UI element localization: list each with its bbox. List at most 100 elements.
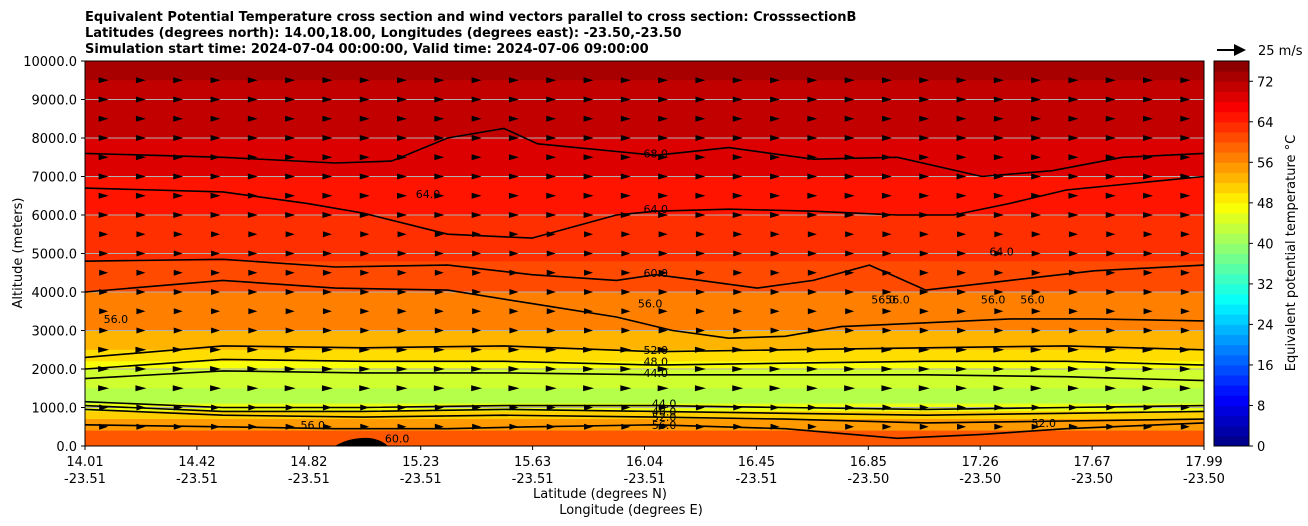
- wind-vector: [994, 231, 1004, 238]
- wind-vector: [1031, 77, 1042, 84]
- wind-vector: [620, 212, 631, 218]
- wind-vector: [248, 269, 258, 276]
- wind-vector: [1180, 96, 1191, 103]
- wind-vector: [807, 308, 817, 315]
- contour-label: 48.0: [643, 355, 668, 368]
- wind-vector: [770, 308, 780, 315]
- wind-vector: [210, 77, 221, 84]
- wind-vector: [993, 346, 1005, 353]
- wind-vector: [919, 135, 930, 141]
- wind-vector: [471, 77, 482, 84]
- wind-vector: [546, 115, 557, 122]
- wind-vector: [620, 135, 631, 141]
- wind-vector: [1068, 289, 1078, 295]
- wind-vector: [285, 192, 296, 199]
- wind-vector: [397, 77, 408, 84]
- colorbar-segment: [1214, 334, 1249, 346]
- wind-vector: [98, 115, 109, 122]
- wind-vector: [508, 385, 520, 392]
- wind-vector: [508, 346, 520, 353]
- wind-vector: [173, 250, 183, 257]
- wind-vector: [1143, 77, 1154, 84]
- wind-vector: [211, 327, 221, 334]
- wind-vector: [471, 192, 482, 199]
- colorbar-segment: [1214, 344, 1249, 356]
- wind-vector: [545, 385, 557, 392]
- x-tick-label-lon: -23.51: [64, 472, 106, 487]
- wind-vector: [1031, 135, 1042, 141]
- wind-vector: [1180, 115, 1191, 122]
- wind-vector: [135, 154, 146, 161]
- x-axis-label-longitude: Longitude (degrees E): [559, 503, 703, 518]
- chart-title-line-1: Equivalent Potential Temperature cross s…: [85, 10, 856, 25]
- contour-line-56.0: [85, 422, 1204, 440]
- wind-vector: [508, 366, 520, 372]
- wind-vector: [695, 212, 706, 218]
- wind-vector: [173, 231, 183, 238]
- wind-vector: [98, 346, 110, 353]
- wind-vector: [546, 250, 556, 257]
- wind-vector: [1180, 269, 1190, 276]
- wind-vector: [248, 231, 258, 238]
- wind-vector: [583, 96, 594, 103]
- wind-vector: [732, 135, 743, 141]
- contour-line-44.0: [85, 370, 1204, 382]
- wind-vector: [919, 308, 929, 315]
- wind-vector: [993, 135, 1004, 141]
- wind-vector: [1031, 173, 1042, 180]
- wind-vector: [956, 366, 968, 372]
- contour-line-44.0: [85, 400, 1204, 411]
- wind-vector: [919, 327, 929, 334]
- wind-vector: [732, 212, 743, 218]
- wind-vector: [770, 135, 781, 141]
- wind-vector: [1180, 135, 1191, 141]
- wind-vector: [471, 173, 482, 180]
- contour-label: 48.0: [652, 405, 677, 418]
- wind-vector: [695, 96, 706, 103]
- contour-line-56.0: [85, 279, 1204, 340]
- wind-vector: [1105, 115, 1116, 122]
- colorbar-tick-label: 56: [1257, 156, 1274, 171]
- wind-vector: [1179, 385, 1191, 392]
- wind-vector: [135, 212, 146, 218]
- wind-vector: [620, 192, 631, 199]
- wind-vector: [397, 173, 408, 180]
- wind-vector: [583, 135, 594, 141]
- wind-vector: [1030, 385, 1042, 392]
- wind-vector: [546, 289, 556, 295]
- wind-vector: [359, 366, 371, 372]
- wind-vector: [584, 231, 594, 238]
- wind-vector: [1105, 96, 1116, 103]
- colorbar-segment: [1214, 61, 1249, 72]
- wind-vector: [211, 231, 221, 238]
- wind-vector: [173, 308, 183, 315]
- wind-vector: [173, 115, 184, 122]
- wind-vector: [732, 366, 744, 372]
- wind-vector: [956, 96, 967, 103]
- colorbar-segment: [1214, 172, 1249, 184]
- wind-vector: [99, 308, 109, 315]
- colorbar-segment: [1214, 273, 1249, 285]
- colorbar-segment: [1214, 354, 1249, 366]
- wind-vector: [881, 135, 892, 141]
- wind-vector: [957, 231, 967, 238]
- wind-vector: [695, 135, 706, 141]
- x-axis-ticks: 14.01 -23.51 14.42 -23.51 14.82 -23.51 15.23 -2…: [64, 446, 1225, 487]
- wind-vector: [956, 173, 967, 180]
- wind-vector: [881, 385, 893, 392]
- wind-vector: [434, 231, 444, 238]
- x-tick-label-lat: 16.45: [738, 455, 775, 470]
- x-tick-label-lon: -23.51: [735, 472, 777, 487]
- wind-vector: [1143, 115, 1154, 122]
- wind-vector: [695, 269, 705, 276]
- wind-vector: [620, 366, 632, 372]
- wind-vector: [99, 231, 109, 238]
- wind-vector: [434, 212, 445, 218]
- wind-vector: [98, 173, 109, 180]
- wind-vector: [957, 423, 967, 430]
- colorbar-segment: [1214, 385, 1249, 396]
- band-1: [85, 80, 1204, 139]
- wind-vector: [845, 289, 855, 295]
- wind-vector: [247, 212, 258, 218]
- wind-vector: [620, 154, 631, 161]
